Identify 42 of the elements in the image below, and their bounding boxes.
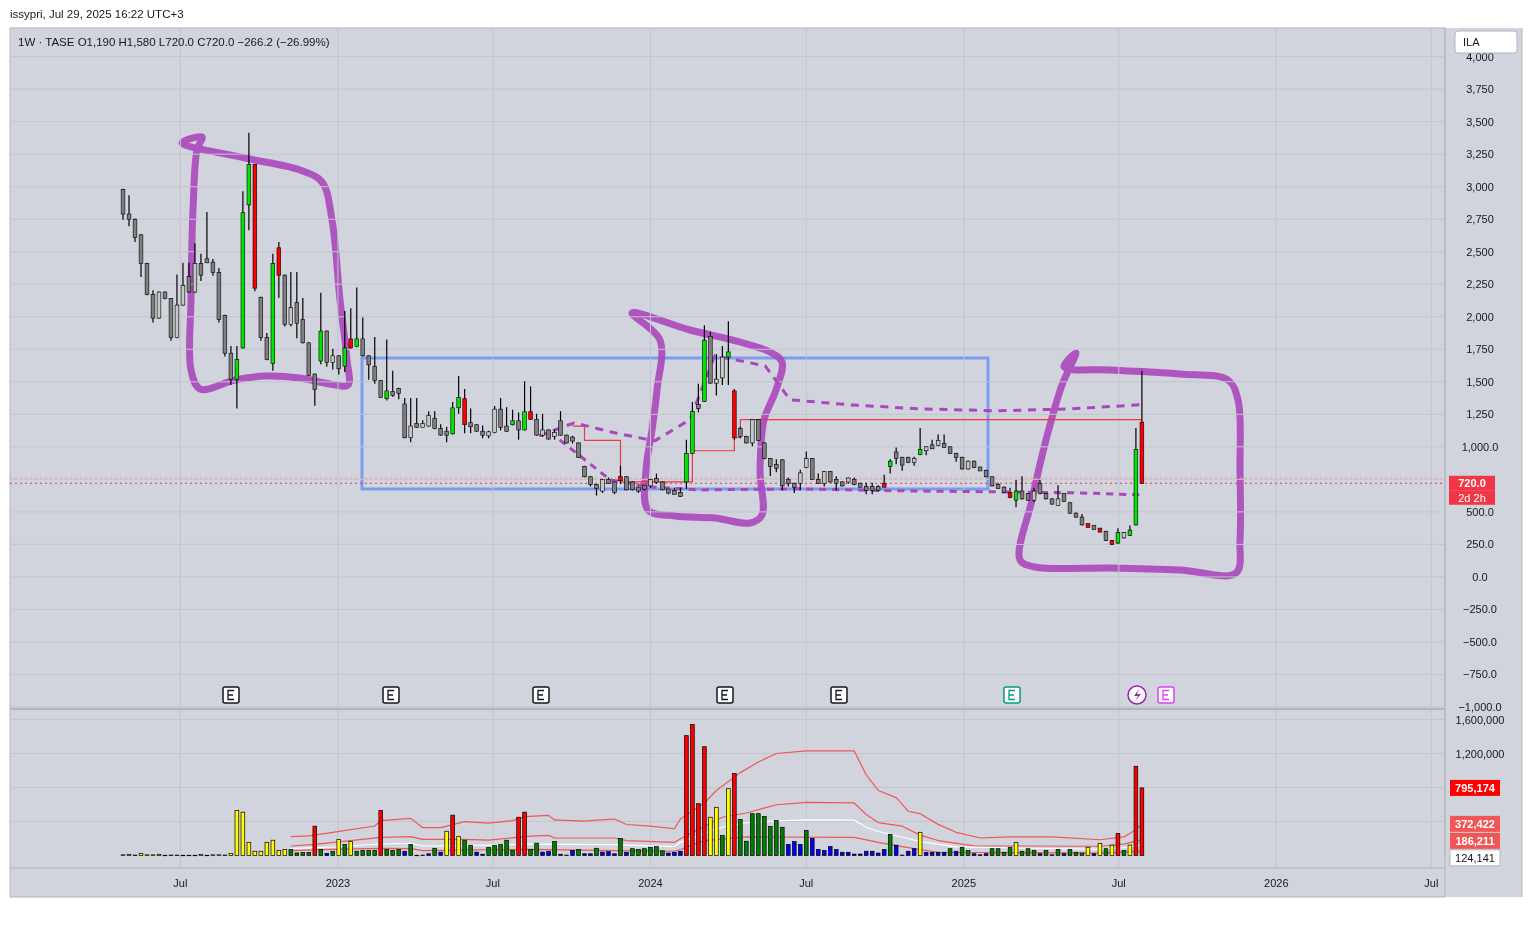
candlestick <box>696 383 701 413</box>
y-tick-label: 250.0 <box>1466 538 1494 551</box>
x-tick-label: Jul <box>173 877 188 889</box>
line-series <box>558 438 1141 497</box>
y-tick-label: 2,250 <box>1466 278 1494 291</box>
x-tick-label: 2026 <box>1264 877 1289 889</box>
y-tick-label: −750.0 <box>1463 668 1497 681</box>
text: 2d 2h <box>1458 491 1486 504</box>
y-tick-label: 1,200,000 <box>1455 747 1505 760</box>
y-tick-label: 2,000 <box>1466 310 1494 323</box>
x-tick-label: Jul <box>1424 877 1439 889</box>
y-tick-label: 3,250 <box>1466 148 1494 161</box>
text: ILA <box>1463 36 1481 48</box>
y-tick-label: 2,500 <box>1466 245 1494 258</box>
y-tick-label: −250.0 <box>1463 603 1497 616</box>
y-tick-label: 1,750 <box>1466 343 1494 356</box>
text: 186,211 <box>1455 834 1495 847</box>
y-tick-label: 1,600,000 <box>1455 713 1505 726</box>
y-tick-label: 0.0 <box>1472 570 1488 583</box>
y-tick-label: 1,500 <box>1466 375 1494 388</box>
x-tick-label: 2024 <box>638 877 663 889</box>
y-tick-label: 500.0 <box>1466 505 1494 518</box>
text: 372,422 <box>1455 817 1495 830</box>
x-tick-label: Jul <box>799 877 814 889</box>
x-tick-label: Jul <box>1111 877 1126 889</box>
y-tick-label: 3,000 <box>1466 180 1494 193</box>
y-tick-label: 2,750 <box>1466 213 1494 226</box>
y-tick-label: 1,000.0 <box>1461 440 1499 453</box>
y-tick-label: 3,750 <box>1466 83 1494 96</box>
text: 1W · TASE O1,190 H1,580 L720.0 C720.0 −266.2 (−26.99%) <box>18 36 330 48</box>
y-tick-label: −1,000.0 <box>1458 701 1502 713</box>
y-tick-label: 4,000 <box>1466 50 1494 63</box>
text: 124,141 <box>1455 851 1495 864</box>
text: 795,174 <box>1455 781 1496 794</box>
x-tick-label: 2025 <box>951 877 977 889</box>
y-tick-label: −500.0 <box>1463 635 1497 648</box>
x-tick-label: 2023 <box>325 877 351 889</box>
chart-subtitle: issypri, Jul 29, 2025 16:22 UTC+3 <box>10 8 184 20</box>
y-tick-label: 1,250 <box>1466 408 1494 421</box>
y-tick-label: 3,500 <box>1466 115 1494 128</box>
ref-line-label: 720.0 <box>1458 477 1486 490</box>
x-tick-label: Jul <box>485 877 500 889</box>
